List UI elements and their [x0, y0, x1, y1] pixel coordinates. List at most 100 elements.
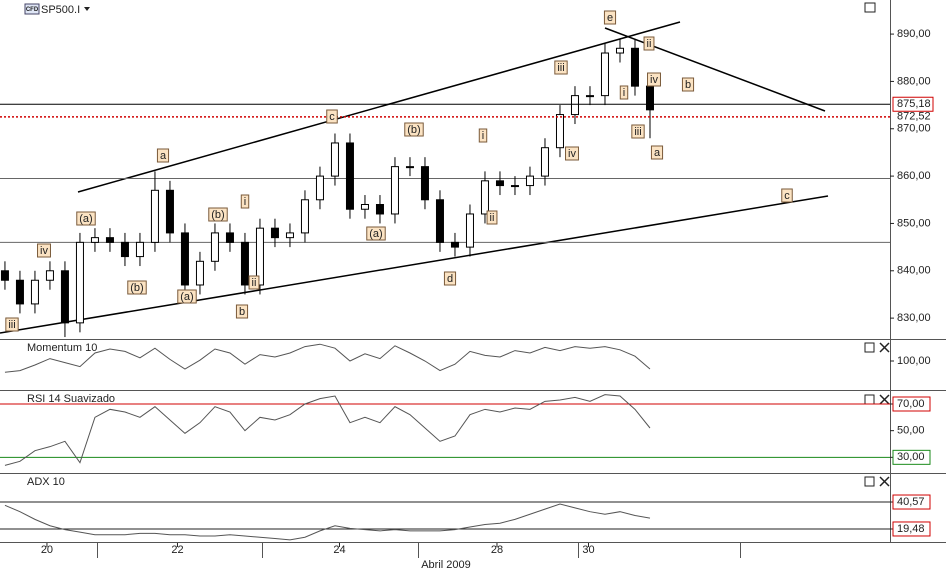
candle-body [30, 279, 39, 305]
dropdown-arrow[interactable] [84, 7, 90, 11]
symbol-tag: CFD [26, 7, 39, 13]
candle-body [330, 142, 339, 177]
candle-body [240, 241, 249, 286]
trend-line [604, 27, 826, 112]
candle-body [75, 241, 84, 324]
tick-box [892, 494, 931, 510]
wave-label: (a) [180, 291, 193, 303]
wave-label: ii [252, 277, 257, 289]
candle-body [300, 199, 309, 234]
wave-label: iv [568, 148, 576, 160]
wave-label-box [478, 128, 488, 143]
wave-label-box [366, 226, 386, 241]
x-tick-label: 28 [491, 544, 503, 556]
close-button[interactable] [879, 342, 890, 353]
candle-body [390, 166, 399, 215]
wave-label: iv [650, 74, 658, 86]
candle-body [15, 279, 24, 305]
panel-title[interactable]: Momentum 10 [27, 342, 97, 354]
close-button[interactable] [879, 394, 890, 405]
y-tick-label: 850,00 [897, 217, 931, 229]
candle-body [480, 180, 489, 215]
wave-label-box [177, 289, 197, 304]
price-box [892, 96, 934, 112]
candle-body [255, 227, 264, 286]
chart-title[interactable]: SP500.I [41, 4, 80, 16]
candle-body [105, 237, 114, 243]
wave-label-box [235, 304, 249, 319]
candle-body [150, 189, 159, 243]
y-tick-label: 19,48 [897, 523, 925, 535]
tick-box [892, 521, 931, 537]
maximize-button[interactable] [864, 342, 875, 353]
y-tick-label: 100,00 [897, 355, 931, 367]
y-tick-label: 30,00 [897, 451, 925, 463]
y-tick-label: 860,00 [897, 170, 931, 182]
wave-label-box [326, 109, 338, 124]
candle-body [375, 204, 384, 215]
candle-body [570, 95, 579, 116]
wave-label-box [619, 85, 629, 100]
candle-body [270, 227, 279, 239]
candle-body [345, 142, 354, 210]
y-tick-label: 880,00 [897, 75, 931, 87]
wave-label-box [650, 145, 664, 160]
candle-body [420, 166, 429, 201]
wave-label: d [447, 273, 453, 285]
candle-body [510, 185, 519, 188]
candle-body [405, 166, 414, 169]
wave-label: ii [490, 212, 495, 224]
y-tick-label: 50,00 [897, 425, 925, 437]
candle-body [225, 232, 234, 243]
wave-label: (b) [130, 282, 143, 294]
candle-body [285, 232, 294, 239]
wave-label-box [643, 36, 655, 51]
panel-title[interactable]: RSI 14 Suavizado [27, 393, 115, 405]
candle-body [135, 241, 144, 258]
candle-body [435, 199, 444, 243]
wave-label: iv [40, 245, 48, 257]
wave-label-box [443, 271, 457, 286]
x-tick-label: 22 [171, 544, 183, 556]
indicator-line [4, 343, 651, 373]
wave-label-box [76, 211, 96, 226]
maximize-button[interactable] [864, 476, 875, 487]
wave-label-box [486, 210, 498, 225]
price-label: 875,18 [897, 98, 931, 110]
candle-body [360, 204, 369, 210]
candle-body [600, 52, 609, 97]
panel-title[interactable]: ADX 10 [27, 476, 65, 488]
wave-label-box [156, 148, 170, 163]
candle-body [540, 147, 549, 177]
candle-body [180, 232, 189, 286]
candle-body [0, 270, 9, 281]
wave-label-box [647, 72, 661, 87]
trend-lines [0, 21, 829, 334]
x-tick-label: 30 [582, 544, 594, 556]
candle-body [630, 47, 639, 87]
candle-body [165, 189, 174, 234]
wave-label-box [127, 280, 147, 295]
x-tick-label: 24 [333, 544, 345, 556]
wave-label: b [685, 79, 691, 91]
wave-label: iii [8, 319, 15, 331]
candle-body [645, 85, 654, 111]
candle-body [120, 241, 129, 258]
close-button[interactable] [879, 476, 890, 487]
price-label: 872,52 [897, 111, 931, 123]
wave-label: (a) [369, 228, 382, 240]
candle-body [465, 213, 474, 248]
wave-label-box [631, 124, 645, 139]
wave-label-box [603, 10, 617, 25]
wave-label-box [681, 77, 695, 92]
wave-label-box [404, 122, 424, 137]
y-tick-label: 840,00 [897, 265, 931, 277]
trend-line [77, 21, 681, 193]
wave-label: b [239, 306, 245, 318]
candle-body [315, 175, 324, 201]
tick-box [892, 449, 931, 465]
wave-label: (b) [211, 209, 224, 221]
candle-body [525, 175, 534, 187]
maximize-button[interactable] [864, 2, 876, 13]
wave-label-box [248, 275, 260, 290]
